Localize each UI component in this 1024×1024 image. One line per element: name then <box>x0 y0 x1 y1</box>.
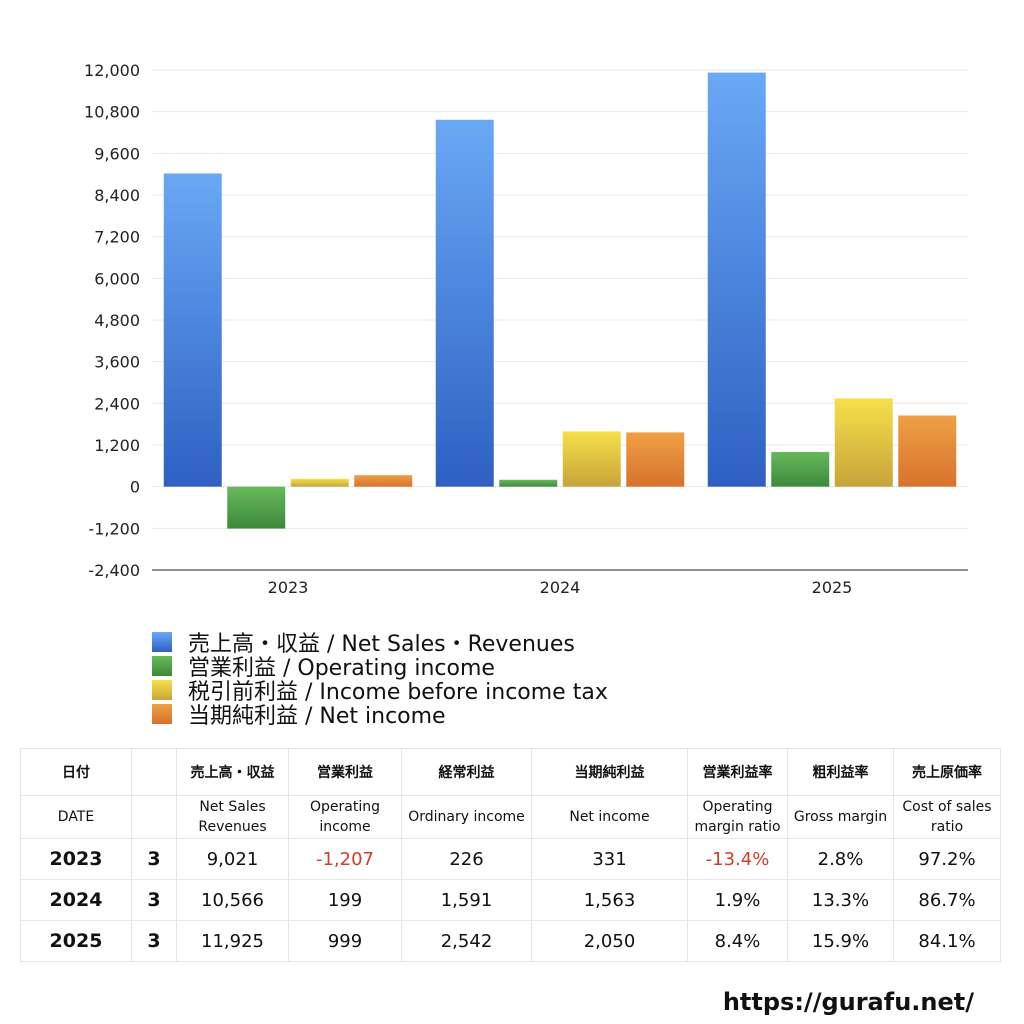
cell-net: 331 <box>531 838 688 880</box>
table-row: 2025 3 11,925 999 2,542 2,050 8.4% 15.9%… <box>20 920 1001 962</box>
legend-item-net-income: 当期純利益 / Net income <box>152 702 608 729</box>
cell-sales: 10,566 <box>176 879 289 921</box>
table-row: 2023 3 9,021 -1,207 226 331 -13.4% 2.8% … <box>20 838 1001 880</box>
chart-legend: 売上高・収益 / Net Sales・Revenues 営業利益 / Opera… <box>152 630 608 729</box>
header-cost-en: Cost of sales ratio <box>893 795 1001 839</box>
header-ordinary-en: Ordinary income <box>401 795 532 839</box>
header-ordinary-jp: 経常利益 <box>401 748 532 796</box>
cell-cost: 86.7% <box>893 879 1001 921</box>
cell-operating: -1,207 <box>288 838 402 880</box>
legend-item-operating-income: 営業利益 / Operating income <box>152 654 608 681</box>
cell-op-margin: 1.9% <box>687 879 788 921</box>
header-gross-en: Gross margin <box>787 795 894 839</box>
cell-op-margin: -13.4% <box>687 838 788 880</box>
y-tick-label: 6,000 <box>94 269 140 288</box>
bar-net-sales-2023 <box>163 173 222 487</box>
y-tick-label: 8,400 <box>94 186 140 205</box>
x-tick-label: 2024 <box>540 578 581 597</box>
cell-month: 3 <box>131 920 177 962</box>
legend-label-income-before-tax: 税引前利益 / Income before income tax <box>188 680 608 705</box>
y-tick-label: 12,000 <box>84 61 140 80</box>
x-tick-label: 2025 <box>812 578 853 597</box>
header-sales-jp: 売上高・収益 <box>176 748 289 796</box>
legend-item-income-before-tax: 税引前利益 / Income before income tax <box>152 678 608 705</box>
y-tick-label: 9,600 <box>94 144 140 163</box>
bar-operating-income-2025 <box>771 451 830 487</box>
legend-swatch-net-sales <box>152 632 172 652</box>
bar-income-before-tax-2023 <box>290 478 349 487</box>
y-tick-label: 3,600 <box>94 353 140 372</box>
y-tick-label: 10,800 <box>84 103 140 122</box>
header-date-jp: 日付 <box>20 748 132 796</box>
y-tick-label: -2,400 <box>88 561 140 580</box>
cell-month: 3 <box>131 879 177 921</box>
bar-net-income-2025 <box>898 415 957 487</box>
y-tick-label: 2,400 <box>94 394 140 413</box>
cell-operating: 999 <box>288 920 402 962</box>
table-row: 2024 3 10,566 199 1,591 1,563 1.9% 13.3%… <box>20 879 1001 921</box>
legend-label-net-sales: 売上高・収益 / Net Sales・Revenues <box>188 632 575 657</box>
header-date-en: DATE <box>20 795 132 839</box>
bar-income-before-tax-2024 <box>562 431 621 487</box>
header-month-en <box>131 795 177 839</box>
cell-year: 2024 <box>20 879 132 921</box>
cell-gross: 2.8% <box>787 838 894 880</box>
y-tick-label: 7,200 <box>94 228 140 247</box>
bar-income-before-tax-2025 <box>834 398 893 487</box>
header-cost-jp: 売上原価率 <box>893 748 1001 796</box>
y-tick-label: 0 <box>130 478 140 497</box>
cell-ordinary: 1,591 <box>401 879 532 921</box>
site-url: https://gurafu.net/ <box>722 988 974 1016</box>
header-op-margin-en: Operating margin ratio <box>687 795 788 839</box>
cell-op-margin: 8.4% <box>687 920 788 962</box>
header-operating-en: Operating income <box>288 795 402 839</box>
header-net-jp: 当期純利益 <box>531 748 688 796</box>
cell-gross: 13.3% <box>787 879 894 921</box>
bars <box>163 72 957 529</box>
cell-year: 2025 <box>20 920 132 962</box>
bar-net-income-2024 <box>626 432 685 487</box>
cell-cost: 97.2% <box>893 838 1001 880</box>
x-tick-label: 2023 <box>268 578 309 597</box>
header-sales-en: Net Sales Revenues <box>176 795 289 839</box>
y-axis-ticks: 12,000 10,800 9,600 8,400 7,200 6,000 4,800 3,6… <box>84 61 140 580</box>
legend-item-net-sales: 売上高・収益 / Net Sales・Revenues <box>152 630 608 657</box>
legend-swatch-operating-income <box>152 656 172 676</box>
legend-swatch-net-income <box>152 704 172 724</box>
table-header-jp: 日付 売上高・収益 営業利益 経常利益 当期純利益 営業利益率 粗利益率 売上原… <box>20 748 1001 796</box>
bar-net-sales-2025 <box>707 72 766 487</box>
x-axis-ticks: 2023 2024 2025 <box>268 578 853 597</box>
gridlines <box>152 69 968 529</box>
bar-net-sales-2024 <box>435 119 494 487</box>
cell-net: 2,050 <box>531 920 688 962</box>
table-header-en: DATE Net Sales Revenues Operating income… <box>20 795 1001 839</box>
financial-table: 日付 売上高・収益 営業利益 経常利益 当期純利益 営業利益率 粗利益率 売上原… <box>20 748 1001 962</box>
y-tick-label: -1,200 <box>88 519 140 538</box>
bar-chart: 12,000 10,800 9,600 8,400 7,200 6,000 4,800 3,6… <box>84 61 968 597</box>
y-tick-label: 4,800 <box>94 311 140 330</box>
cell-sales: 11,925 <box>176 920 289 962</box>
cell-gross: 15.9% <box>787 920 894 962</box>
header-op-margin-jp: 営業利益率 <box>687 748 788 796</box>
legend-swatch-income-before-tax <box>152 680 172 700</box>
header-operating-jp: 営業利益 <box>288 748 402 796</box>
bar-operating-income-2023 <box>227 486 286 529</box>
cell-year: 2023 <box>20 838 132 880</box>
header-gross-jp: 粗利益率 <box>787 748 894 796</box>
cell-ordinary: 226 <box>401 838 532 880</box>
cell-month: 3 <box>131 838 177 880</box>
cell-net: 1,563 <box>531 879 688 921</box>
header-month-jp <box>131 748 177 796</box>
legend-label-net-income: 当期純利益 / Net income <box>188 704 446 729</box>
header-net-en: Net income <box>531 795 688 839</box>
bar-operating-income-2024 <box>499 479 558 487</box>
cell-cost: 84.1% <box>893 920 1001 962</box>
cell-operating: 199 <box>288 879 402 921</box>
cell-sales: 9,021 <box>176 838 289 880</box>
legend-label-operating-income: 営業利益 / Operating income <box>188 656 495 681</box>
bar-net-income-2023 <box>354 475 413 487</box>
cell-ordinary: 2,542 <box>401 920 532 962</box>
y-tick-label: 1,200 <box>94 436 140 455</box>
